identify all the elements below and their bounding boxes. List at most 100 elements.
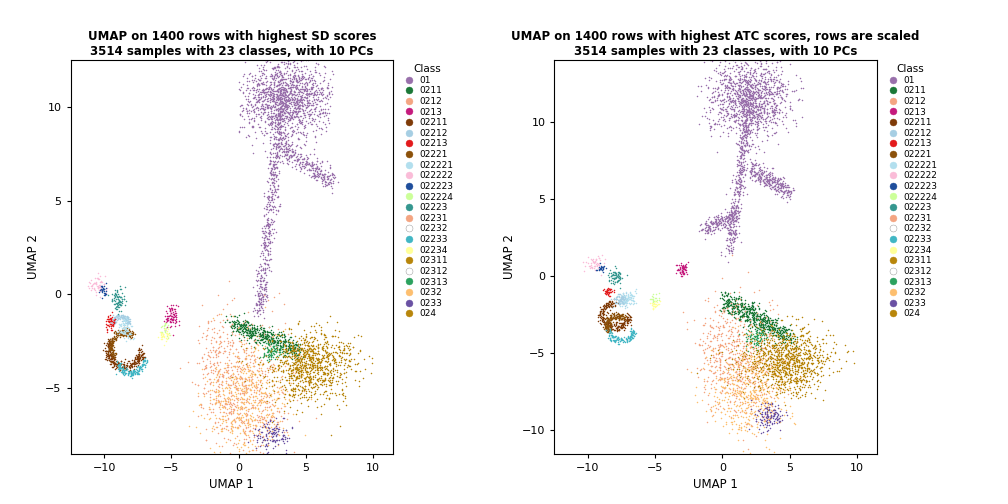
Point xyxy=(260,440,276,449)
Point xyxy=(291,88,307,96)
Point xyxy=(767,410,783,418)
Point xyxy=(310,368,327,376)
Point xyxy=(756,359,772,367)
Point xyxy=(744,394,760,402)
Point xyxy=(742,71,758,79)
Point xyxy=(734,392,750,400)
Point xyxy=(737,363,753,371)
Point xyxy=(206,359,222,367)
Point xyxy=(240,405,256,413)
Point xyxy=(104,322,120,330)
Point xyxy=(278,107,294,115)
Point xyxy=(735,89,751,97)
Point xyxy=(712,402,728,410)
Point xyxy=(590,264,606,272)
Point xyxy=(738,137,754,145)
Point xyxy=(251,425,267,433)
Point xyxy=(736,119,752,127)
Point xyxy=(268,418,284,426)
Point xyxy=(111,312,127,320)
Point xyxy=(773,374,789,382)
Point xyxy=(267,170,283,178)
Point xyxy=(134,360,150,368)
Point xyxy=(743,405,759,413)
Point xyxy=(781,332,797,340)
Point xyxy=(226,407,242,415)
Point xyxy=(314,84,331,92)
Point xyxy=(792,372,808,381)
Point xyxy=(245,331,261,339)
Point xyxy=(232,328,248,336)
Point xyxy=(734,308,750,316)
Point xyxy=(258,278,274,286)
Point xyxy=(735,143,751,151)
Point xyxy=(303,74,320,82)
Point xyxy=(595,263,611,271)
Point xyxy=(153,330,169,338)
Point xyxy=(116,331,132,339)
Point xyxy=(280,395,296,403)
Point xyxy=(741,111,757,119)
Point xyxy=(282,74,298,82)
Point xyxy=(117,301,133,309)
Point xyxy=(711,349,727,357)
Point xyxy=(113,321,129,329)
Point xyxy=(744,89,760,97)
Point xyxy=(741,109,757,117)
Point xyxy=(262,58,278,67)
Point xyxy=(752,378,768,386)
Point xyxy=(309,349,326,357)
Point xyxy=(285,73,301,81)
Point xyxy=(272,123,288,132)
Point xyxy=(614,314,630,322)
Point xyxy=(252,332,268,340)
Point xyxy=(587,262,603,270)
Point xyxy=(123,368,139,376)
Point xyxy=(799,360,815,368)
Point xyxy=(321,118,337,127)
Point xyxy=(743,76,759,84)
Point xyxy=(720,302,736,310)
Point xyxy=(612,297,628,305)
Point xyxy=(162,331,178,339)
Point xyxy=(310,355,327,363)
Point xyxy=(734,120,750,129)
Point xyxy=(732,387,748,395)
Point xyxy=(267,70,283,78)
Point xyxy=(751,329,767,337)
Point xyxy=(781,329,797,337)
Point xyxy=(273,107,289,115)
Point xyxy=(714,290,730,298)
Point xyxy=(296,335,312,343)
Point xyxy=(248,422,264,430)
Point xyxy=(268,173,284,181)
Point xyxy=(132,353,148,361)
Point xyxy=(311,102,328,110)
Point xyxy=(131,345,147,353)
Point xyxy=(777,356,793,364)
Point xyxy=(300,160,317,168)
Point xyxy=(748,350,764,358)
Point xyxy=(162,305,178,313)
Point xyxy=(763,331,779,339)
Point xyxy=(290,365,306,373)
Point xyxy=(774,86,790,94)
Point xyxy=(314,353,331,361)
Point xyxy=(322,102,338,110)
Point xyxy=(619,303,635,311)
Point xyxy=(106,316,122,324)
Point xyxy=(581,259,597,267)
Point xyxy=(789,357,805,365)
Point xyxy=(754,398,770,406)
Point xyxy=(277,101,293,109)
Point xyxy=(94,282,110,290)
Point xyxy=(601,332,617,340)
Point xyxy=(801,346,817,354)
Point xyxy=(747,103,763,111)
Point xyxy=(115,310,131,319)
Point xyxy=(324,332,340,340)
Point xyxy=(241,415,257,423)
Point xyxy=(757,78,773,86)
Point xyxy=(765,342,781,350)
Point xyxy=(737,84,753,92)
